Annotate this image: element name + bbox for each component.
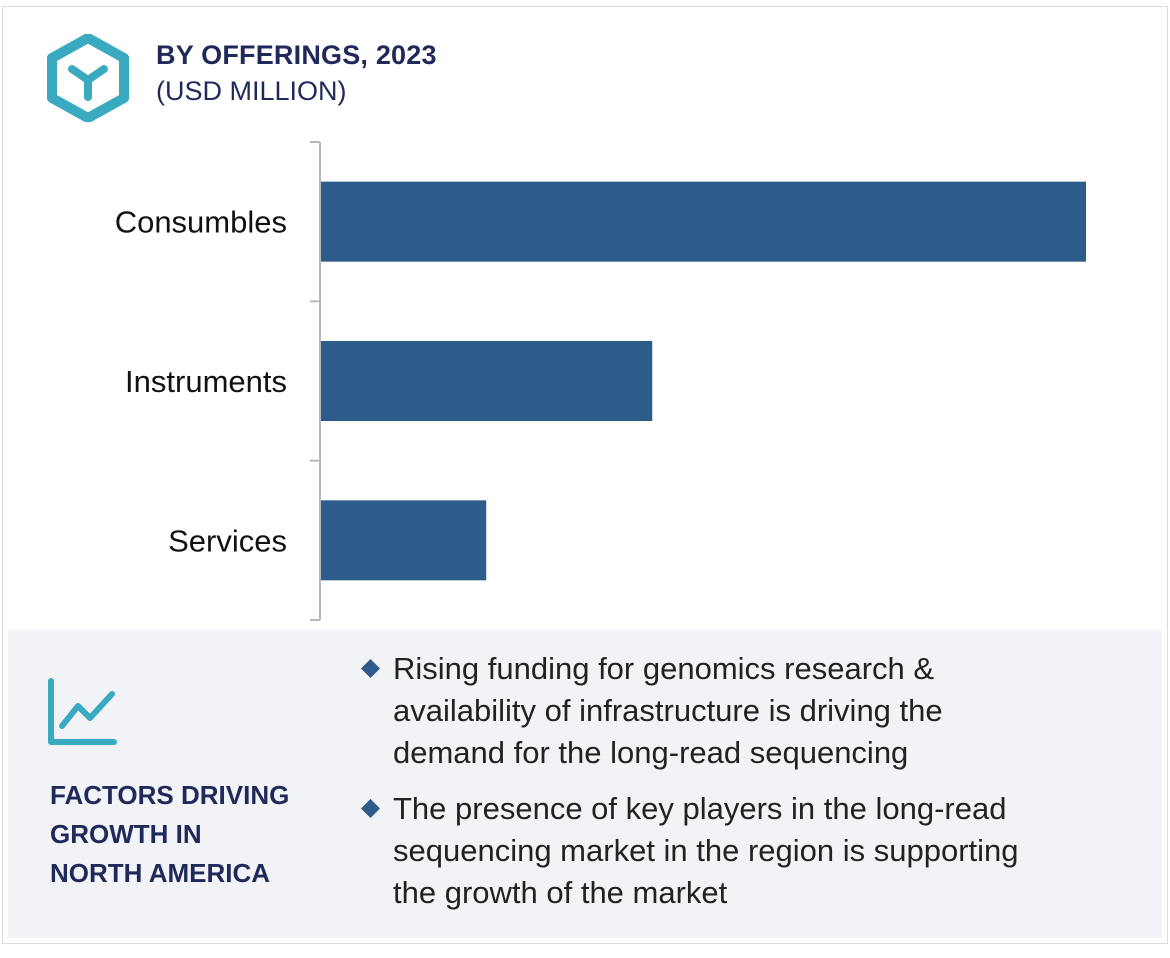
- labels-layer: Consumbles Instruments Services: [115, 205, 287, 559]
- bullet-item: The presence of key players in the long-…: [358, 788, 1148, 914]
- bar-services: [321, 500, 487, 581]
- diamond-bullet-icon: [361, 659, 380, 678]
- factors-heading: FACTORS DRIVING GROWTH IN NORTH AMERICA: [50, 776, 340, 893]
- factors-bullet-list: Rising funding for genomics research & a…: [358, 648, 1148, 928]
- factors-heading-line: GROWTH IN: [50, 819, 202, 849]
- bullet-text-line: Rising funding for genomics research &: [393, 651, 935, 686]
- bar-consumbles: [321, 181, 1086, 262]
- chart-title: BY OFFERINGS, 2023: [156, 40, 437, 70]
- bullet-item: Rising funding for genomics research & a…: [358, 648, 1148, 774]
- bullet-text-line: sequencing market in the region is suppo…: [393, 833, 1019, 868]
- factors-heading-line: NORTH AMERICA: [50, 858, 271, 888]
- chart-subtitle: (USD MILLION): [156, 76, 347, 106]
- bar-chart: Consumbles Instruments Services: [115, 141, 1086, 621]
- bars-layer: [321, 181, 1086, 581]
- axis-layer: [310, 141, 321, 621]
- category-label: Consumbles: [115, 205, 287, 240]
- category-label: Services: [168, 523, 287, 558]
- factors-heading-line: FACTORS DRIVING: [50, 780, 290, 810]
- trend-chart-icon: [48, 678, 117, 745]
- bar-instruments: [321, 341, 653, 421]
- bullet-text-line: availability of infrastructure is drivin…: [393, 693, 943, 728]
- cube-y-icon: [47, 34, 129, 122]
- factors-panel: FACTORS DRIVING GROWTH IN NORTH AMERICA …: [8, 630, 1162, 938]
- bullet-text-line: demand for the long-read sequencing: [393, 735, 909, 770]
- category-label: Instruments: [125, 364, 287, 399]
- bullet-text-line: the growth of the market: [393, 875, 728, 910]
- diamond-bullet-icon: [361, 799, 380, 818]
- bullet-text-line: The presence of key players in the long-…: [393, 791, 1007, 826]
